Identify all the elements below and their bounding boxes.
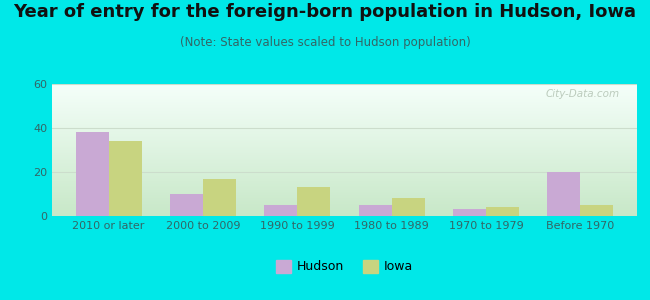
Bar xyxy=(359,205,392,216)
Bar xyxy=(580,205,614,216)
Bar xyxy=(486,207,519,216)
Bar xyxy=(547,172,580,216)
Legend: Hudson, Iowa: Hudson, Iowa xyxy=(270,255,419,278)
Text: City-Data.com: City-Data.com xyxy=(545,89,619,99)
Bar xyxy=(265,205,297,216)
Bar xyxy=(75,132,109,216)
Text: (Note: State values scaled to Hudson population): (Note: State values scaled to Hudson pop… xyxy=(179,36,471,49)
Bar xyxy=(453,209,486,216)
Bar xyxy=(297,188,330,216)
Bar xyxy=(203,178,236,216)
Bar xyxy=(109,141,142,216)
Text: Year of entry for the foreign-born population in Hudson, Iowa: Year of entry for the foreign-born popul… xyxy=(14,3,636,21)
Bar xyxy=(170,194,203,216)
Bar xyxy=(392,198,424,216)
